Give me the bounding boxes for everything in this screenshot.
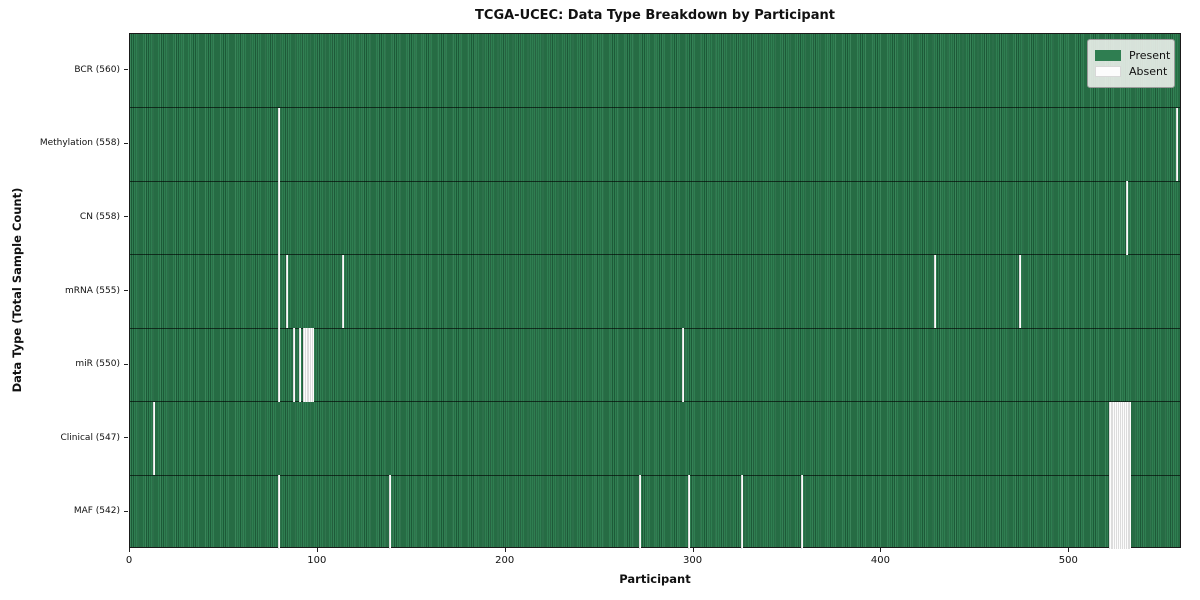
absent-cell-mRNA-113 [342, 254, 345, 329]
absent-cell-miR-87 [293, 328, 296, 402]
absent-cell-Clinical-528 [1121, 401, 1124, 476]
absent-cell-miR-92 [302, 328, 305, 402]
xtick-mark-0 [129, 548, 130, 552]
ytick-mark [124, 216, 128, 218]
absent-cell-MAF-521 [1108, 475, 1111, 549]
absent-cell-Clinical-521 [1108, 401, 1111, 476]
ytick-label-CN: CN (558) [79, 211, 120, 222]
absent-cell-Clinical-529 [1123, 401, 1126, 476]
legend-swatch-absent-icon [1095, 66, 1121, 77]
row-separator [130, 327, 1180, 329]
x-axis-label: Participant [619, 572, 691, 586]
absent-cell-miR-93 [304, 328, 307, 402]
ytick-mark [124, 290, 128, 291]
ytick-label-BCR: BCR (560) [74, 64, 120, 75]
absent-cell-MAF-532 [1129, 475, 1132, 549]
absent-cell-MAF-529 [1123, 475, 1126, 549]
legend-swatch-present-icon [1095, 50, 1121, 61]
xtick-label-500: 500 [1058, 555, 1078, 566]
absent-cell-Clinical-522 [1110, 401, 1113, 476]
absent-cell-MAF-525 [1116, 475, 1119, 549]
absent-cell-MAF-79 [278, 475, 281, 549]
absent-cell-Clinical-523 [1112, 401, 1115, 476]
ytick-label-Clinical: Clinical (547) [60, 432, 120, 443]
row-separator [130, 107, 1180, 109]
plot-area: Present Absent [129, 33, 1181, 549]
absent-cell-MAF-531 [1127, 475, 1130, 549]
ytick-mark [124, 437, 128, 439]
absent-cell-MAF-523 [1112, 475, 1115, 549]
xtick-mark-100 [316, 548, 318, 552]
absent-cell-Methylation-79 [278, 107, 281, 182]
absent-cell-mRNA-79 [278, 254, 281, 329]
absent-cell-Clinical-524 [1114, 401, 1117, 476]
absent-cell-miR-90 [299, 328, 302, 402]
row-separator [130, 401, 1180, 403]
legend: Present Absent [1087, 39, 1175, 88]
absent-cell-miR-96 [310, 328, 313, 402]
ytick-mark [124, 510, 128, 512]
absent-cell-mRNA-428 [934, 254, 937, 329]
absent-cell-Clinical-527 [1120, 401, 1123, 476]
ytick-label-Methylation: Methylation (558) [39, 138, 120, 149]
row-separator [130, 254, 1180, 256]
legend-entry-present: Present [1095, 49, 1170, 62]
xtick-label-300: 300 [683, 555, 703, 566]
row-separator [130, 180, 1180, 182]
absent-cell-MAF-297 [687, 475, 690, 549]
ytick-label-MAF: MAF (542) [73, 506, 120, 517]
row-separator [130, 474, 1180, 476]
xtick-mark-400 [880, 548, 882, 552]
xtick-label-400: 400 [870, 555, 890, 566]
absent-cell-MAF-138 [389, 475, 392, 549]
xtick-mark-200 [504, 548, 506, 552]
xtick-mark-300 [692, 548, 694, 552]
chart-title: TCGA-UCEC: Data Type Breakdown by Partic… [475, 8, 835, 23]
absent-cell-Clinical-530 [1125, 401, 1128, 476]
absent-cell-MAF-527 [1120, 475, 1123, 549]
absent-cell-MAF-522 [1110, 475, 1113, 549]
absent-cell-MAF-526 [1118, 475, 1121, 549]
ytick-mark [124, 142, 128, 144]
xtick-label-200: 200 [495, 555, 515, 566]
absent-cell-Clinical-532 [1129, 401, 1132, 476]
absent-cell-MAF-530 [1125, 475, 1128, 549]
absent-cell-CN-530 [1125, 181, 1128, 255]
legend-entry-absent: Absent [1095, 65, 1168, 78]
absent-cell-Clinical-531 [1127, 401, 1130, 476]
absent-cell-miR-95 [308, 328, 311, 402]
absent-cell-MAF-271 [639, 475, 642, 549]
ytick-label-miR: miR (550) [75, 359, 120, 370]
legend-label-present: Present [1129, 49, 1171, 62]
absent-cell-miR-294 [682, 328, 685, 402]
ytick-mark [124, 69, 128, 71]
absent-cell-MAF-325 [740, 475, 743, 549]
absent-cell-Methylation-557 [1176, 107, 1179, 182]
absent-cell-Clinical-12 [152, 401, 155, 476]
absent-cell-mRNA-83 [285, 254, 288, 329]
absent-cell-mRNA-473 [1018, 254, 1021, 329]
absent-cell-CN-79 [278, 181, 281, 255]
absent-cell-Clinical-525 [1116, 401, 1119, 476]
absent-cell-MAF-528 [1121, 475, 1124, 549]
absent-cell-miR-79 [278, 328, 281, 402]
absent-cell-miR-97 [312, 328, 315, 402]
absent-cell-Clinical-526 [1118, 401, 1121, 476]
absent-cell-MAF-357 [800, 475, 803, 549]
ytick-label-mRNA: mRNA (555) [65, 285, 120, 296]
xtick-label-100: 100 [307, 555, 327, 566]
absent-cell-miR-94 [306, 328, 309, 402]
absent-cell-MAF-524 [1114, 475, 1117, 549]
legend-label-absent: Absent [1129, 65, 1168, 78]
xtick-label-0: 0 [125, 555, 133, 566]
ytick-mark [124, 363, 128, 365]
xtick-mark-500 [1068, 548, 1070, 552]
